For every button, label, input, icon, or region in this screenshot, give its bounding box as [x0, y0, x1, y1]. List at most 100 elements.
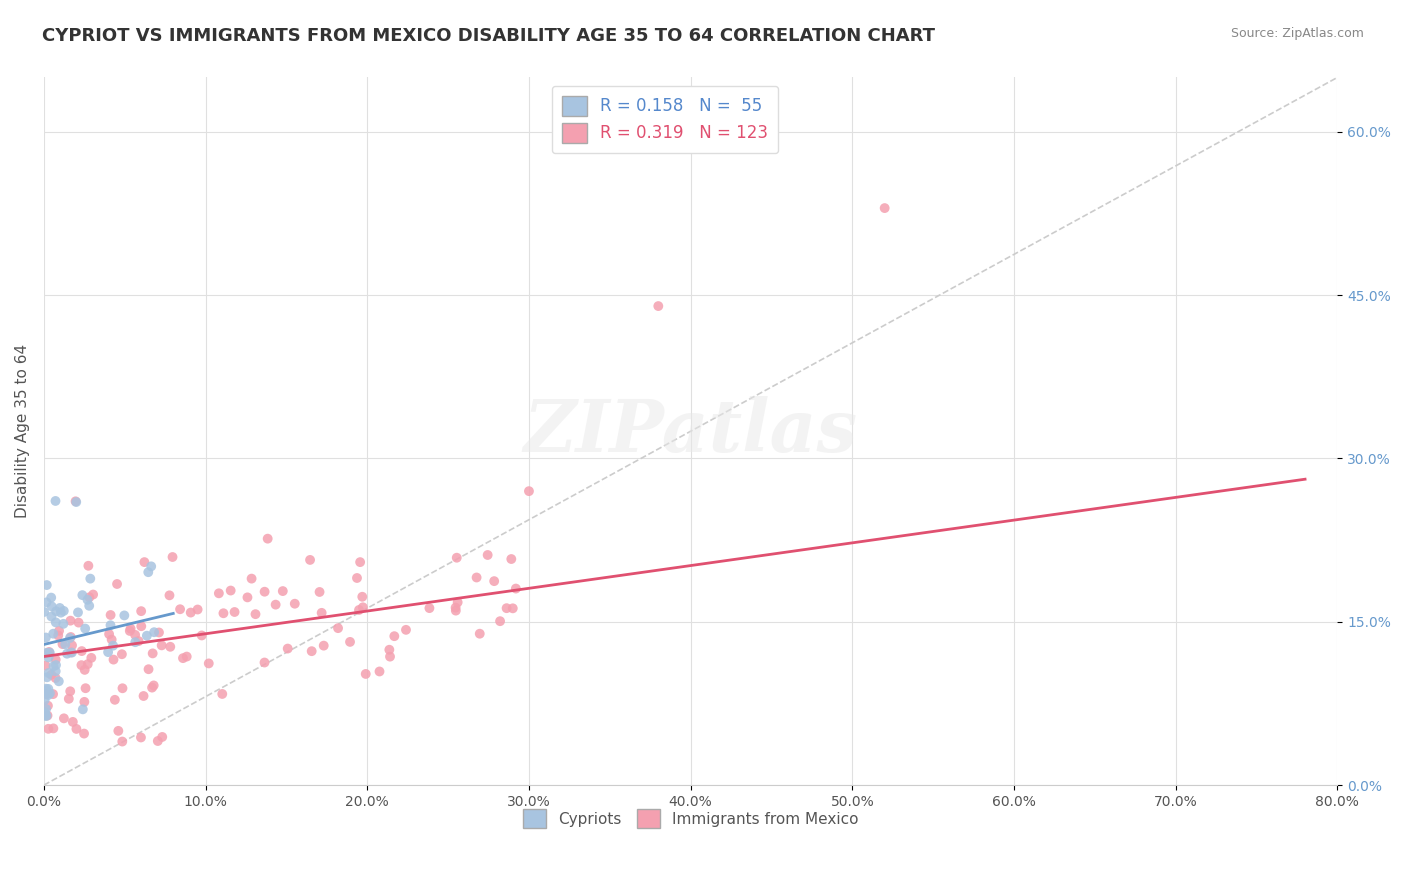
Point: [45, 653, 67, 667]
Point: [142, 678, 165, 692]
Point: [72, 588, 94, 602]
Point: [378, 649, 401, 664]
Point: [82, 588, 104, 602]
Point: [253, 584, 276, 599]
Point: [465, 570, 488, 584]
Text: Source: ZipAtlas.com: Source: ZipAtlas.com: [1230, 27, 1364, 40]
Point: [136, 565, 159, 579]
Y-axis label: Disability Age 35 to 64: Disability Age 35 to 64: [15, 344, 30, 518]
Point: [70, 658, 93, 673]
Point: [169, 602, 191, 616]
Point: [35, 670, 58, 684]
Point: [101, 639, 124, 653]
Point: [517, 484, 540, 499]
Point: [75, 622, 97, 636]
Point: [873, 201, 896, 215]
Point: [277, 641, 299, 656]
Point: [37, 722, 59, 736]
Point: [502, 601, 524, 615]
Point: [59, 630, 82, 644]
Point: [34, 706, 56, 720]
Point: [444, 604, 467, 618]
Point: [45, 664, 67, 678]
Point: [35, 595, 58, 609]
Point: [79, 591, 101, 605]
Point: [38, 645, 60, 659]
Point: [129, 619, 152, 633]
Point: [124, 628, 146, 642]
Point: [477, 548, 499, 562]
Point: [128, 634, 150, 648]
Point: [224, 605, 246, 619]
Point: [141, 559, 163, 574]
Point: [48, 624, 70, 638]
Point: [256, 532, 278, 546]
Point: [129, 604, 152, 618]
Point: [308, 585, 330, 599]
Point: [70, 644, 93, 658]
Point: [73, 726, 96, 740]
Point: [35, 631, 58, 645]
Point: [245, 607, 267, 622]
Point: [326, 621, 349, 635]
Point: [49, 606, 72, 620]
Point: [34, 693, 56, 707]
Text: CYPRIOT VS IMMIGRANTS FROM MEXICO DISABILITY AGE 35 TO 64 CORRELATION CHART: CYPRIOT VS IMMIGRANTS FROM MEXICO DISABI…: [42, 27, 935, 45]
Point: [346, 571, 368, 585]
Point: [447, 595, 470, 609]
Point: [73, 695, 96, 709]
Point: [505, 582, 527, 596]
Point: [138, 662, 160, 676]
Point: [35, 646, 58, 660]
Point: [159, 588, 181, 602]
Point: [73, 663, 96, 677]
Point: [41, 609, 63, 624]
Point: [97, 645, 120, 659]
Point: [162, 549, 184, 564]
Point: [76, 592, 98, 607]
Point: [42, 659, 65, 673]
Point: [219, 583, 242, 598]
Point: [135, 629, 157, 643]
Point: [100, 632, 122, 647]
Point: [37, 698, 59, 713]
Point: [46, 628, 69, 642]
Point: [142, 646, 165, 660]
Point: [382, 629, 405, 643]
Point: [197, 657, 219, 671]
Point: [75, 681, 97, 696]
Point: [378, 642, 401, 657]
Point: [67, 615, 90, 630]
Point: [253, 656, 276, 670]
Point: [208, 586, 231, 600]
Point: [39, 686, 62, 700]
Point: [44, 494, 66, 508]
Point: [159, 640, 181, 654]
Point: [35, 578, 58, 592]
Point: [236, 591, 259, 605]
Point: [354, 667, 377, 681]
Point: [146, 734, 169, 748]
Point: [65, 722, 87, 736]
Point: [42, 626, 65, 640]
Point: [35, 702, 58, 716]
Point: [124, 635, 146, 649]
Point: [35, 681, 58, 696]
Point: [180, 606, 202, 620]
Point: [59, 645, 82, 659]
Point: [38, 665, 60, 680]
Point: [45, 671, 67, 685]
Point: [42, 722, 65, 736]
Point: [264, 598, 287, 612]
Point: [129, 731, 152, 745]
Point: [45, 658, 67, 673]
Point: [647, 299, 669, 313]
Legend: Cypriots, Immigrants from Mexico: Cypriots, Immigrants from Mexico: [517, 803, 865, 834]
Point: [52, 604, 75, 618]
Point: [100, 607, 122, 622]
Point: [65, 495, 87, 509]
Point: [62, 714, 84, 729]
Point: [59, 684, 82, 698]
Point: [347, 603, 370, 617]
Point: [65, 494, 87, 508]
